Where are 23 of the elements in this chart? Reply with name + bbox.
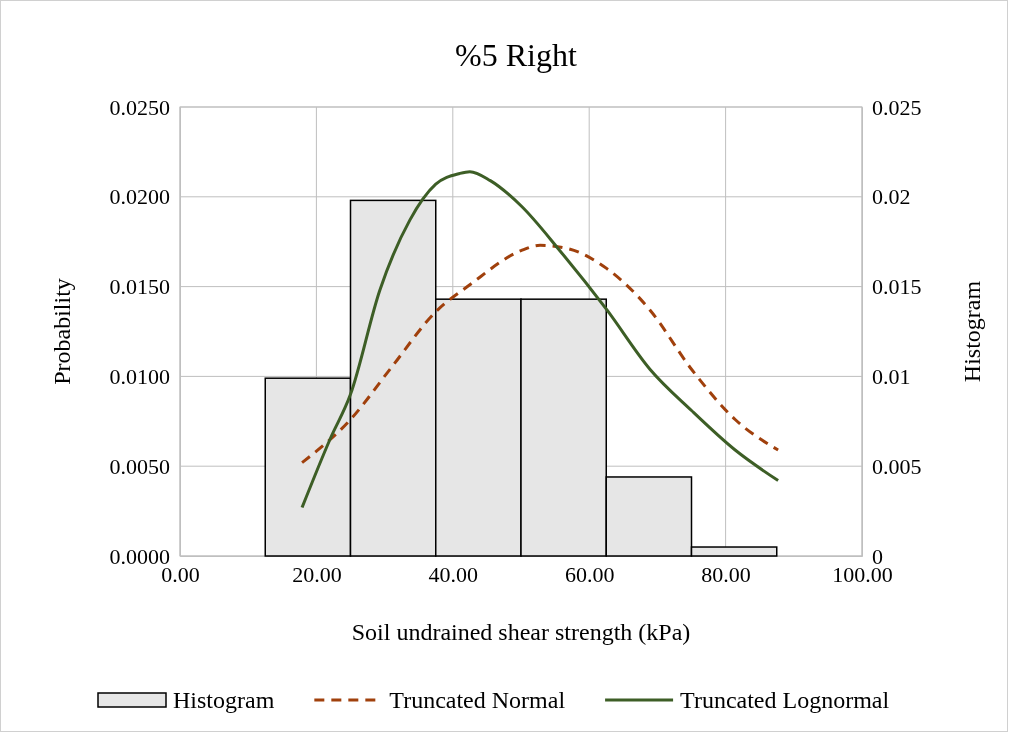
y-tick-label: 0.0200: [109, 184, 170, 210]
y2-tick-label: 0.005: [872, 453, 922, 479]
y2-axis-title: Histogram: [959, 280, 985, 383]
y-tick-label: 0.0050: [109, 453, 170, 479]
x-tick-label: 20.00: [292, 561, 342, 587]
legend-label: Histogram: [173, 687, 275, 713]
x-tick-label: 80.00: [701, 561, 751, 587]
y-axis-title: Probability: [49, 278, 75, 385]
y2-tick-label: 0.025: [872, 94, 922, 120]
y2-tick-label: 0.015: [872, 274, 922, 300]
y2-tick-label: 0.01: [872, 363, 911, 389]
y-tick-label: 0.0100: [109, 363, 170, 389]
y2-tick-label: 0.02: [872, 184, 911, 210]
x-axis-title: Soil undrained shear strength (kPa): [351, 619, 691, 645]
y-tick-label: 0.0250: [109, 94, 170, 120]
chart-title: %5 Right: [455, 37, 577, 73]
line-series: [300, 243, 780, 465]
x-tick-label: 40.00: [428, 561, 479, 587]
y-tick-label: 0.0150: [109, 274, 170, 300]
x-tick-label: 60.00: [564, 561, 615, 587]
line-series: [300, 170, 780, 510]
legend-label: Truncated Normal: [389, 687, 566, 713]
legend-label: Truncated Lognormal: [680, 687, 890, 713]
